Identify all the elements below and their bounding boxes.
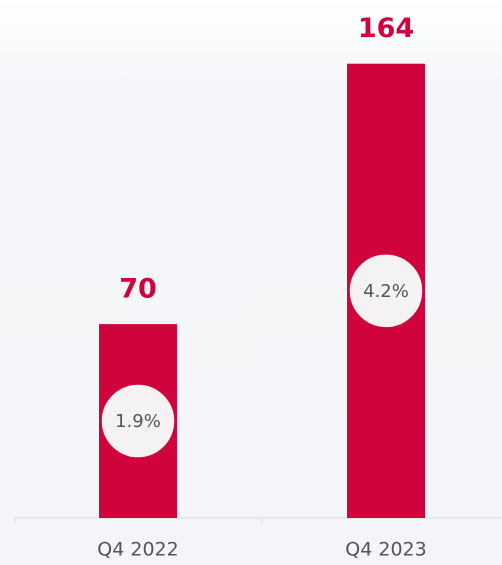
- share-badge: [348, 253, 424, 329]
- value-label: 70: [119, 274, 157, 305]
- share-label: 1.9%: [115, 411, 161, 432]
- x-tick-label: Q4 2023: [345, 539, 426, 561]
- share-badge: [100, 383, 176, 459]
- value-label: 164: [358, 13, 414, 44]
- x-tick-label: Q4 2022: [97, 539, 178, 561]
- share-label: 4.2%: [363, 281, 409, 302]
